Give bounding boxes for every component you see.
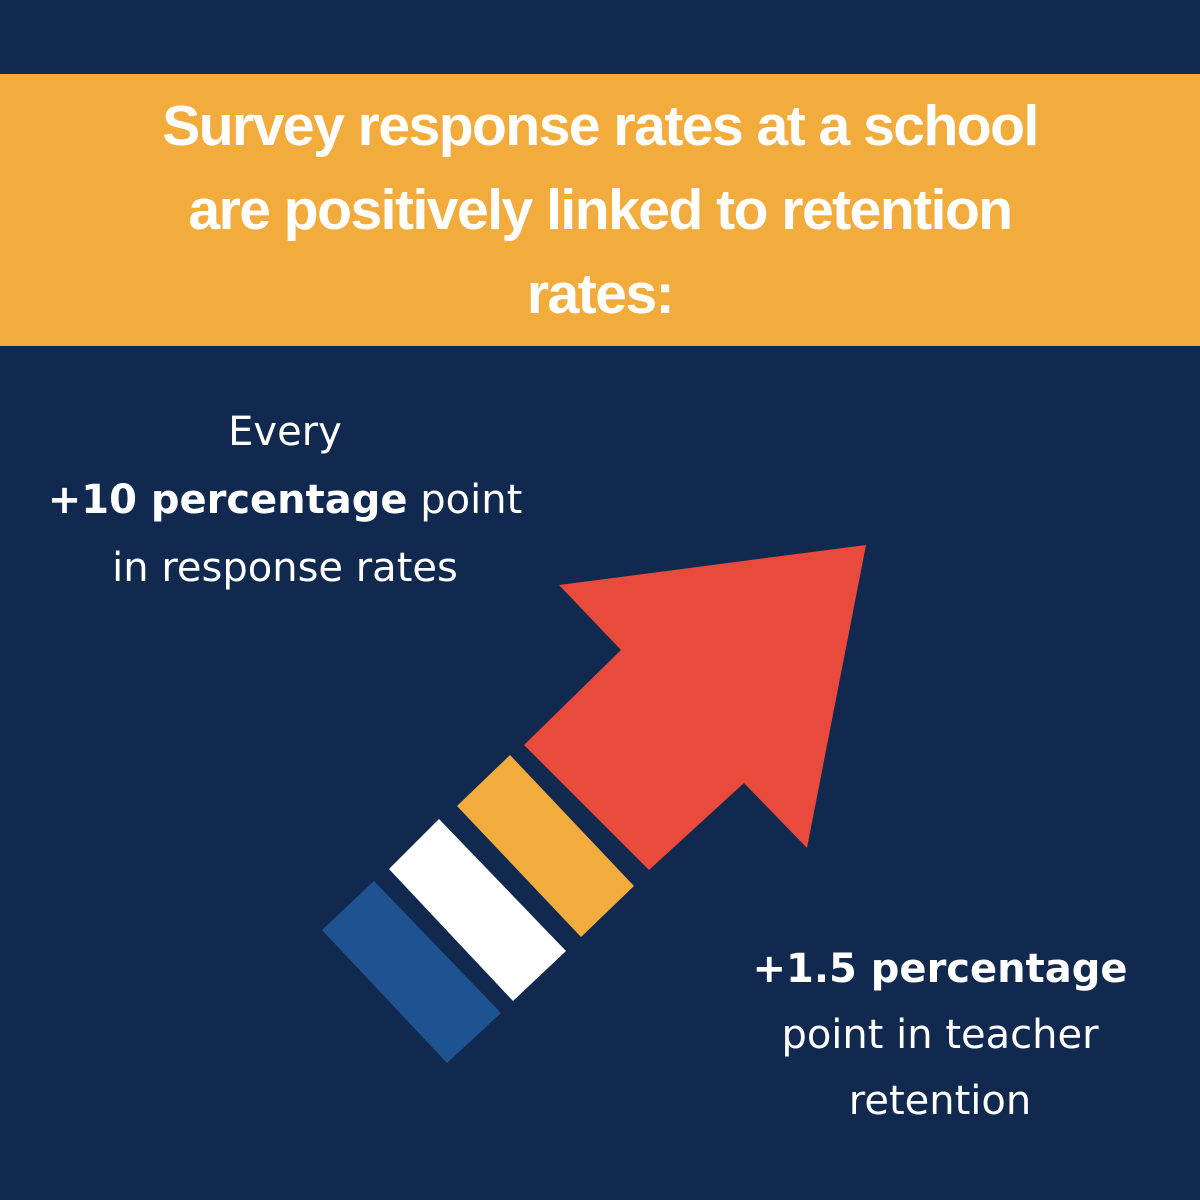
retention-statement: +1.5 percentage point in teacher retenti… [730, 936, 1150, 1134]
title-banner: Survey response rates at a school are po… [0, 74, 1200, 346]
headline-line-1: Survey response rates at a school [162, 94, 1039, 158]
retention-increase-unit: point in teacher [781, 1012, 1099, 1058]
statement-response-rates: in response rates [112, 545, 458, 591]
statement-every: Every [228, 409, 342, 455]
headline-line-2: are positively linked to retention [188, 178, 1013, 242]
arrow-stripe-blue [322, 881, 501, 1063]
headline-line-3: rates: [526, 262, 675, 326]
retention-increase-value: +1.5 percentage [752, 946, 1128, 992]
headline: Survey response rates at a school are po… [30, 84, 1170, 336]
response-increase-unit: point [407, 477, 523, 523]
retention-label: retention [848, 1078, 1032, 1124]
arrow-stripe-orange [457, 755, 634, 937]
response-rate-statement: Every +10 percentage point in response r… [30, 398, 540, 602]
statement-increase: +10 percentage point [30, 466, 540, 534]
arrow-stripe-white [389, 819, 566, 1001]
arrow-head-and-shaft [524, 545, 866, 870]
response-increase-value: +10 percentage [47, 477, 408, 523]
